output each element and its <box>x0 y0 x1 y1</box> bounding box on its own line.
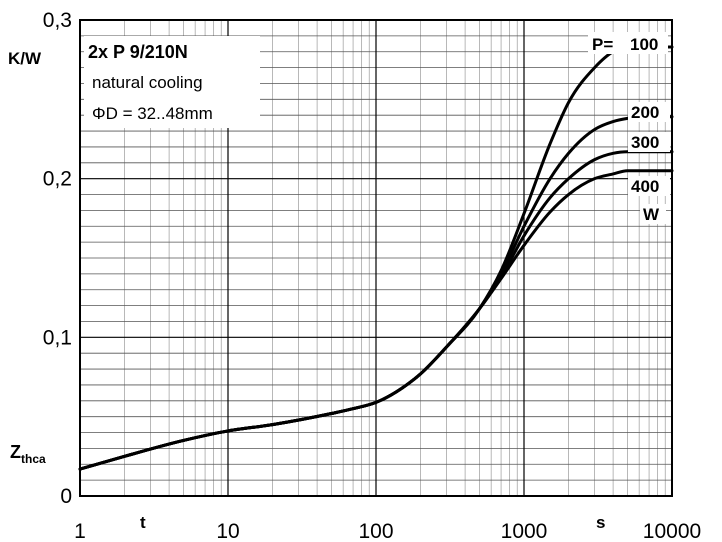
series-label-100: 100 <box>630 35 658 54</box>
y-tick-labels: 0 0,1 0,2 0,3 <box>43 9 72 508</box>
x-tick-label: 10000 <box>643 520 701 542</box>
series-label-200-background <box>628 102 670 122</box>
x-tick-label: 1 <box>74 520 86 542</box>
power-prefix-label: P= <box>592 35 613 54</box>
y-unit-label: K/W <box>8 49 42 68</box>
info-box-background <box>84 36 260 128</box>
x-tick-labels: 1 10 100 1000 10000 <box>74 520 701 542</box>
series-labels: P= 100 200 300 400 W <box>588 32 670 224</box>
y-tick-label: 0,2 <box>43 168 72 191</box>
x-unit-label: s <box>596 513 605 532</box>
x-tick-label: 10 <box>216 520 239 542</box>
plot-frame <box>79 19 673 497</box>
y-tick-label: 0,1 <box>43 326 72 349</box>
y-axis-label-text: Zthca <box>10 442 46 466</box>
y-tick-label: 0,3 <box>43 9 72 32</box>
series-label-300: 300 <box>631 133 659 152</box>
power-prefix-background <box>588 32 668 54</box>
series-label-400-background <box>628 176 670 196</box>
power-unit-background <box>640 204 666 224</box>
info-box: 2x P 9/210N natural cooling ΦD = 32..48m… <box>84 36 260 128</box>
y-tick-label: 0 <box>60 485 72 508</box>
y-axis-label-sub: thca <box>21 452 46 466</box>
series-line-400 <box>78 169 674 471</box>
cooling-annotation: natural cooling <box>92 73 203 92</box>
y-axis-label-background <box>6 438 58 466</box>
series-label-400: 400 <box>631 177 659 196</box>
series-lines <box>78 45 674 471</box>
x-axis-label: t <box>140 513 146 532</box>
y-axis-label-main: Z <box>10 442 21 462</box>
diameter-annotation: ΦD = 32..48mm <box>92 104 213 123</box>
series-label-200: 200 <box>631 103 659 122</box>
power-unit-label: W <box>643 205 660 224</box>
x-tick-label: 1000 <box>501 520 548 542</box>
y-axis-label: Zthca <box>6 438 58 466</box>
series-label-300-background <box>628 132 670 152</box>
chart-title: 2x P 9/210N <box>88 42 188 62</box>
x-tick-label: 100 <box>358 520 393 542</box>
